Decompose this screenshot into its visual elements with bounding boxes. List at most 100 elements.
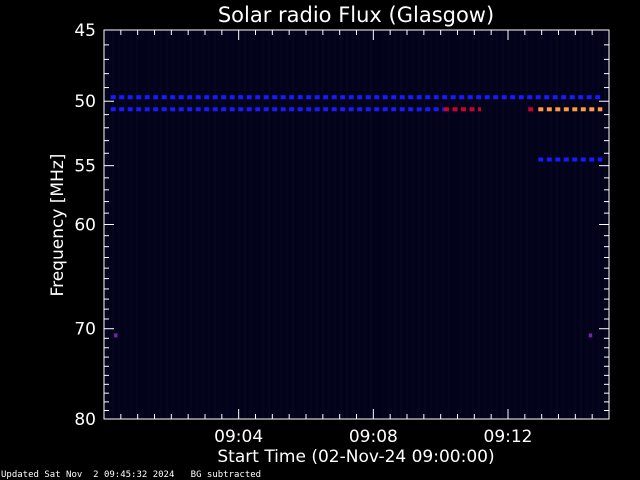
emission-segment [110, 95, 116, 100]
emission-segment [528, 107, 534, 112]
emission-segment [493, 95, 499, 100]
y-tick-label: 50 [74, 92, 96, 112]
emission-segment [365, 107, 371, 112]
emission-segment [170, 95, 176, 100]
emission-segment [399, 107, 405, 112]
y-tick-label: 45 [74, 21, 96, 41]
emission-segment [212, 95, 218, 100]
emission-segment [221, 107, 227, 112]
emission-segment [263, 107, 269, 112]
emission-segment [348, 107, 354, 112]
emission-segment [187, 95, 193, 100]
emission-segment [144, 95, 150, 100]
emission-segment [382, 107, 388, 112]
emission-segment [518, 95, 524, 100]
emission-segment [255, 107, 261, 112]
emission-segment [452, 107, 458, 112]
plot-texture [106, 30, 606, 419]
emission-segment [535, 95, 541, 100]
x-tick-label: 09:12 [484, 427, 533, 447]
emission-segment [221, 95, 227, 100]
emission-segment [555, 107, 561, 112]
emission-segment [280, 95, 286, 100]
emission-segment [538, 107, 544, 112]
emission-segment [589, 157, 595, 162]
emission-segment [114, 333, 118, 338]
emission-segment [569, 95, 575, 100]
emission-segment [563, 157, 569, 162]
emission-segment [161, 107, 167, 112]
emission-segment [597, 107, 603, 112]
emission-segment [589, 107, 595, 112]
emission-segment [544, 95, 550, 100]
footer-updated: Updated Sat Nov 2 09:45:32 2024 [1, 470, 175, 480]
emission-segment [561, 95, 567, 100]
emission-segment [119, 95, 125, 100]
emission-segment [416, 107, 422, 112]
emission-segment [469, 107, 475, 112]
emission-segment [340, 95, 346, 100]
emission-segment [391, 107, 397, 112]
emission-segment [306, 107, 312, 112]
emission-segment [153, 107, 159, 112]
emission-segment [555, 157, 561, 162]
emission-segment [136, 95, 142, 100]
emission-segment [563, 107, 569, 112]
emission-segment [314, 95, 320, 100]
emission-segment [433, 107, 439, 112]
emission-segment [461, 107, 466, 112]
emission-segment [538, 157, 544, 162]
emission-segment [297, 107, 303, 112]
emission-segment [331, 107, 337, 112]
emission-segment [195, 95, 201, 100]
emission-segment [501, 95, 507, 100]
emission-segment [408, 95, 414, 100]
emission-segment [357, 107, 363, 112]
emission-segment [425, 95, 431, 100]
emission-segment [546, 157, 552, 162]
emission-segment [144, 107, 150, 112]
emission-segment [340, 107, 346, 112]
emission-segment [572, 107, 578, 112]
emission-segment [119, 107, 125, 112]
emission-segment [323, 95, 329, 100]
emission-segment [331, 95, 337, 100]
emission-segment [442, 95, 448, 100]
plot-axes: 45 50 55 60 70 80 09:04 09:08 09:12 [74, 21, 610, 447]
emission-segment [597, 157, 603, 162]
emission-segment [578, 95, 584, 100]
emission-segment [572, 157, 578, 162]
emission-segment [484, 95, 490, 100]
emission-segment [306, 95, 312, 100]
emission-segment [580, 107, 586, 112]
y-tick-label: 80 [74, 410, 96, 430]
emission-segment [289, 107, 295, 112]
emission-segment [459, 95, 465, 100]
emission-segment [212, 107, 218, 112]
emission-segment [178, 95, 184, 100]
emission-segment [110, 107, 116, 112]
emission-segment [391, 95, 397, 100]
emission-segment [357, 95, 363, 100]
emission-segment [127, 107, 133, 112]
emission-segment [238, 107, 244, 112]
emission-segment [408, 107, 414, 112]
x-axis-label: Start Time (02-Nov-24 09:00:00) [217, 447, 494, 467]
emission-segment [478, 107, 481, 112]
y-tick-label: 55 [74, 157, 96, 177]
emission-segment [374, 107, 380, 112]
emission-segment [170, 107, 176, 112]
x-tick-label: 09:08 [349, 427, 398, 447]
emission-segment [399, 95, 405, 100]
x-tick-label: 09:04 [214, 427, 263, 447]
emission-segment [153, 95, 159, 100]
emission-segment [433, 95, 439, 100]
emission-segment [229, 95, 235, 100]
emission-segment [246, 95, 252, 100]
emission-segment [136, 107, 142, 112]
emission-segment [348, 95, 354, 100]
emission-segment [527, 95, 533, 100]
footer-bg-note: BG subtracted [190, 470, 262, 480]
emission-segment [476, 95, 482, 100]
